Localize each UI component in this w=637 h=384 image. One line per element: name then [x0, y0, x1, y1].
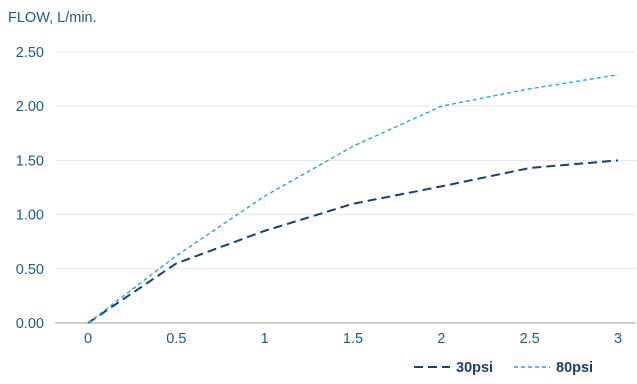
y-tick-label: 0.00 [16, 316, 44, 332]
x-tick-label: 2 [437, 331, 445, 347]
y-tick-labels: 0.00 0.50 1.00 1.50 2.00 2.50 [16, 45, 44, 332]
legend-label-30psi: 30psi [456, 360, 493, 376]
legend: 30psi 80psi [414, 360, 593, 376]
y-axis-label: FLOW, L/min. [8, 10, 97, 26]
y-tick-label: 0.50 [16, 262, 44, 278]
x-tick-label: 1 [261, 331, 269, 347]
x-tick-label: 0.5 [166, 331, 186, 347]
y-tick-label: 1.00 [16, 208, 44, 224]
grid-lines [55, 51, 636, 324]
series-lines [87, 74, 619, 324]
legend-label-80psi: 80psi [556, 360, 593, 376]
y-tick-label: 2.00 [16, 99, 44, 115]
x-tick-label: 3 [614, 331, 622, 347]
x-tick-label: 1.5 [343, 331, 363, 347]
series-line-30psi [87, 159, 619, 324]
x-tick-label: 0 [84, 331, 92, 347]
series-line-80psi [87, 74, 619, 324]
y-tick-label: 1.50 [16, 153, 44, 169]
x-tick-label: 2.5 [520, 331, 540, 347]
x-tick-labels: 0 0.5 1 1.5 2 2.5 3 [84, 331, 622, 347]
y-tick-label: 2.50 [16, 45, 44, 61]
